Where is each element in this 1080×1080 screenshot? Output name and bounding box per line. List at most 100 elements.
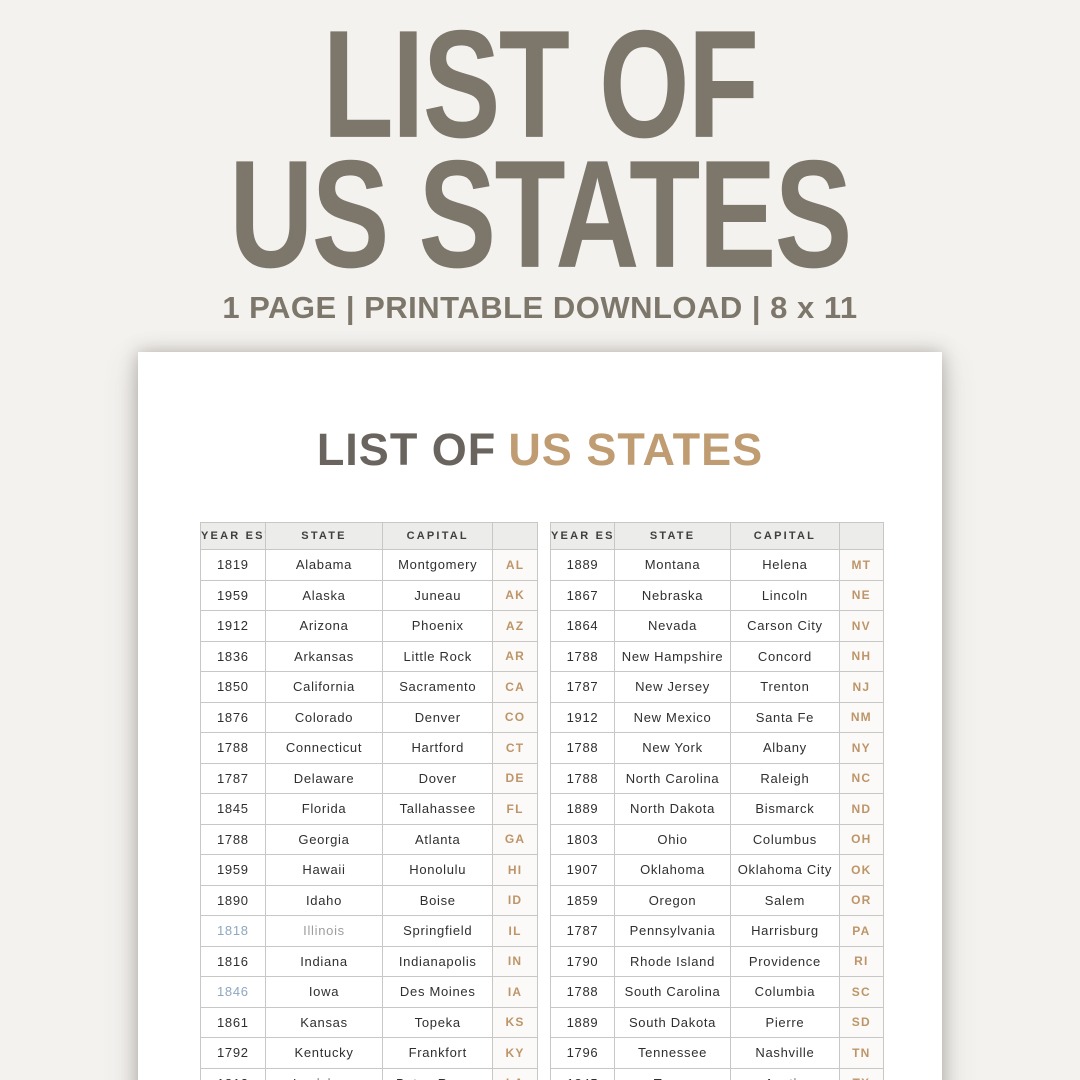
table-row: 1788 Connecticut Hartford CT: [200, 732, 538, 764]
year-cell: 1876: [200, 701, 266, 733]
state-cell: Louisiana: [264, 1067, 384, 1080]
state-cell: Texas: [613, 1067, 732, 1080]
hero-title-line2: US STATES: [229, 128, 852, 301]
page-title-accent: US STATES: [508, 424, 764, 475]
abbr-cell: NH: [838, 640, 885, 672]
capital-cell: Sacramento: [382, 671, 494, 703]
abbr-cell: AL: [492, 549, 538, 581]
table-row: 1803 Ohio Columbus OH: [550, 823, 885, 855]
year-cell: 1803: [550, 823, 615, 855]
column-header-capital: CAPITAL: [730, 522, 840, 550]
year-cell: 1845: [550, 1067, 615, 1080]
abbr-cell: PA: [838, 915, 885, 947]
table-row: 1788 South Carolina Columbia SC: [550, 976, 885, 1008]
capital-cell: Honolulu: [382, 854, 494, 886]
table-row: 1787 Pennsylvania Harrisburg PA: [550, 915, 885, 947]
capital-cell: Columbia: [730, 976, 840, 1008]
capital-cell: Helena: [730, 549, 840, 581]
year-cell: 1867: [550, 579, 615, 611]
year-cell: 1959: [200, 579, 266, 611]
year-cell: 1812: [200, 1067, 266, 1080]
column-header-state: STATE: [264, 522, 384, 550]
year-cell: 1907: [550, 854, 615, 886]
state-cell: Ohio: [613, 823, 732, 855]
table-row: 1845 Florida Tallahassee FL: [200, 793, 538, 825]
state-cell: Colorado: [264, 701, 384, 733]
state-cell: Rhode Island: [613, 945, 732, 977]
table-row: 1792 Kentucky Frankfort KY: [200, 1037, 538, 1069]
table-row: 1912 Arizona Phoenix AZ: [200, 610, 538, 642]
table-row: 1846 Iowa Des Moines IA: [200, 976, 538, 1008]
abbr-cell: ND: [838, 793, 885, 825]
table-row: 1867 Nebraska Lincoln NE: [550, 579, 885, 611]
column-header-abbr: [492, 522, 538, 550]
state-cell: Georgia: [264, 823, 384, 855]
year-cell: 1787: [550, 671, 615, 703]
abbr-cell: LA: [492, 1067, 538, 1080]
table-row: 1845TexasAustinTX: [550, 1067, 885, 1080]
year-cell: 1818: [200, 915, 266, 947]
table-row: 1861 Kansas Topeka KS: [200, 1006, 538, 1038]
capital-cell: Indianapolis: [382, 945, 494, 977]
table-row: 1907 Oklahoma Oklahoma City OK: [550, 854, 885, 886]
table-row: 1959 Hawaii Honolulu HI: [200, 854, 538, 886]
capital-cell: Frankfort: [382, 1037, 494, 1069]
abbr-cell: RI: [838, 945, 885, 977]
table-row: 1788 New York Albany NY: [550, 732, 885, 764]
capital-cell: Hartford: [382, 732, 494, 764]
capital-cell: Baton Rouge: [382, 1067, 494, 1080]
year-cell: 1819: [200, 549, 266, 581]
hero-title-line1: LIST OF: [322, 0, 759, 171]
abbr-cell: ID: [492, 884, 538, 916]
capital-cell: Phoenix: [382, 610, 494, 642]
capital-cell: Trenton: [730, 671, 840, 703]
year-cell: 1889: [550, 1006, 615, 1038]
year-cell: 1796: [550, 1037, 615, 1069]
state-cell: New Hampshire: [613, 640, 732, 672]
abbr-cell: TN: [838, 1037, 885, 1069]
column-header-year-est: YEAR EST: [200, 522, 266, 550]
year-cell: 1788: [550, 732, 615, 764]
state-cell: Alabama: [264, 549, 384, 581]
state-cell: Nebraska: [613, 579, 732, 611]
abbr-cell: DE: [492, 762, 538, 794]
state-cell: New York: [613, 732, 732, 764]
capital-cell: Denver: [382, 701, 494, 733]
table-row: 1864 Nevada Carson City NV: [550, 610, 885, 642]
abbr-cell: NE: [838, 579, 885, 611]
year-cell: 1788: [550, 976, 615, 1008]
table-header-row: YEAR ESTSTATECAPITAL: [550, 522, 885, 550]
state-cell: North Dakota: [613, 793, 732, 825]
year-cell: 1816: [200, 945, 266, 977]
state-cell: Hawaii: [264, 854, 384, 886]
abbr-cell: GA: [492, 823, 538, 855]
state-cell: Alaska: [264, 579, 384, 611]
capital-cell: Des Moines: [382, 976, 494, 1008]
year-cell: 1889: [550, 549, 615, 581]
column-header-capital: CAPITAL: [382, 522, 494, 550]
table-row: 1959 Alaska Juneau AK: [200, 579, 538, 611]
abbr-cell: FL: [492, 793, 538, 825]
capital-cell: Concord: [730, 640, 840, 672]
table-row: 1788 North Carolina Raleigh NC: [550, 762, 885, 794]
table-row: 1859 Oregon Salem OR: [550, 884, 885, 916]
column-header-state: STATE: [613, 522, 732, 550]
column-header-year-est: YEAR EST: [550, 522, 615, 550]
table-row: 1788 New Hampshire Concord NH: [550, 640, 885, 672]
table-row: 1818 Illinois Springfield IL: [200, 915, 538, 947]
abbr-cell: NM: [838, 701, 885, 733]
capital-cell: Carson City: [730, 610, 840, 642]
year-cell: 1846: [200, 976, 266, 1008]
table-row: 1812LouisianaBaton RougeLA: [200, 1067, 538, 1080]
state-cell: Indiana: [264, 945, 384, 977]
state-cell: Florida: [264, 793, 384, 825]
state-cell: Kentucky: [264, 1037, 384, 1069]
abbr-cell: KS: [492, 1006, 538, 1038]
capital-cell: Juneau: [382, 579, 494, 611]
table-row: 1889 North Dakota Bismarck ND: [550, 793, 885, 825]
abbr-cell: NV: [838, 610, 885, 642]
table-row: 1889 Montana Helena MT: [550, 549, 885, 581]
capital-cell: Pierre: [730, 1006, 840, 1038]
capital-cell: Atlanta: [382, 823, 494, 855]
table-row: 1912 New Mexico Santa Fe NM: [550, 701, 885, 733]
